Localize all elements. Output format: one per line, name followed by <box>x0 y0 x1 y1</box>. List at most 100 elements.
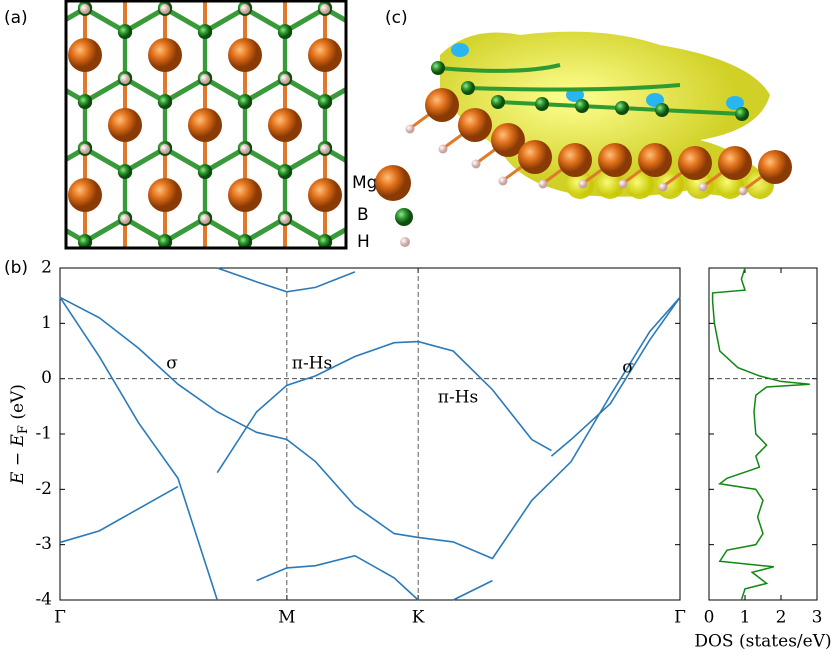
atom-h <box>320 144 330 154</box>
atom-b <box>118 25 133 39</box>
atom-mg <box>348 0 382 2</box>
atom-b <box>0 281 12 295</box>
atom-b <box>398 281 412 295</box>
atom-h <box>440 214 450 224</box>
atom-b <box>0 234 12 248</box>
x-tick-label: M <box>278 608 295 628</box>
atom-mg <box>308 38 342 72</box>
band <box>59 296 681 560</box>
atom-h <box>658 182 668 192</box>
atom-b <box>398 95 412 109</box>
atom-b <box>398 142 412 156</box>
atom-b <box>0 94 12 108</box>
atom-b <box>438 304 452 318</box>
atom-mg <box>28 108 62 142</box>
atom-mg <box>518 140 552 174</box>
structure-side-view <box>405 31 792 199</box>
isosurface-lobe <box>626 171 654 199</box>
atom-h <box>738 186 748 196</box>
atom-b <box>438 25 452 39</box>
atom-b <box>78 281 92 295</box>
x-tick-label: Γ <box>674 608 686 628</box>
atom-mg <box>228 178 262 212</box>
atom-h <box>471 159 481 169</box>
atom-mg <box>228 38 262 72</box>
atom-b <box>0 141 12 155</box>
atom-b <box>438 164 452 178</box>
atom-b <box>358 304 372 318</box>
y-axis-label-part: F <box>16 425 31 434</box>
atom-b <box>38 165 52 179</box>
panel-label: (b) <box>4 258 28 278</box>
atom-mg <box>348 108 382 142</box>
atom-mg <box>268 108 302 142</box>
atom-mg <box>558 143 592 177</box>
atom-h <box>498 176 508 186</box>
atom-h <box>40 74 50 84</box>
atom-b <box>318 95 333 109</box>
atom-h <box>480 4 490 14</box>
atom-h <box>320 4 330 14</box>
atom-mg <box>425 88 459 122</box>
atom-b <box>38 25 52 39</box>
atom-b <box>238 95 253 109</box>
atom-b <box>198 25 213 39</box>
atom-b <box>358 25 372 39</box>
atom-b <box>0 95 12 109</box>
atom-b <box>535 97 549 111</box>
atom-h <box>120 214 130 224</box>
atom-b <box>38 71 52 85</box>
atom-mg <box>638 143 672 177</box>
atom-mg <box>148 178 182 212</box>
boron-chain <box>437 63 561 73</box>
x-tick-label: 0 <box>704 608 715 628</box>
atom-b <box>358 72 372 86</box>
atom-h <box>40 214 50 224</box>
atom-h <box>160 144 170 154</box>
atom-b <box>438 25 452 39</box>
atom-h <box>120 74 130 84</box>
atom-b <box>0 142 12 156</box>
atom-mg <box>28 0 62 2</box>
y-tick-label: 0 <box>41 368 52 388</box>
atom-b <box>358 71 372 85</box>
atom-b <box>38 25 52 39</box>
band <box>59 485 179 544</box>
atom-b <box>358 25 372 39</box>
legend-swatch <box>375 165 411 201</box>
y-tick-label: -4 <box>35 590 52 610</box>
atom-b <box>38 165 52 179</box>
x-tick-label: 1 <box>740 608 751 628</box>
atom-h <box>405 124 415 134</box>
atom-mg <box>279 248 291 249</box>
atom-b <box>0 95 12 109</box>
atom-mg <box>388 38 422 72</box>
dos-curve <box>711 267 810 601</box>
y-tick-label: 2 <box>41 258 52 278</box>
atom-h <box>200 74 210 84</box>
atom-h <box>80 4 90 14</box>
atom-mg <box>491 123 525 157</box>
atom-b <box>158 281 172 295</box>
atom-b <box>478 234 492 248</box>
atom-b <box>38 72 52 86</box>
isosurface-cap <box>451 43 469 57</box>
atom-b <box>438 165 452 179</box>
atom-h <box>698 182 708 192</box>
atom-mg <box>468 178 502 212</box>
atom-b <box>118 165 133 179</box>
atom-b <box>78 95 93 109</box>
atom-b <box>575 99 589 113</box>
y-tick-label: -3 <box>35 534 52 554</box>
atom-mg <box>348 248 382 282</box>
atom-h <box>360 74 370 84</box>
atom-mg <box>119 248 131 249</box>
atom-mg <box>108 108 142 142</box>
annotation: σ <box>622 358 634 378</box>
panel-label: (a) <box>4 8 28 28</box>
panel-label: (c) <box>385 8 408 28</box>
boron-chain <box>467 83 681 92</box>
legend-swatch <box>400 237 410 247</box>
legend-label: B <box>357 205 369 225</box>
